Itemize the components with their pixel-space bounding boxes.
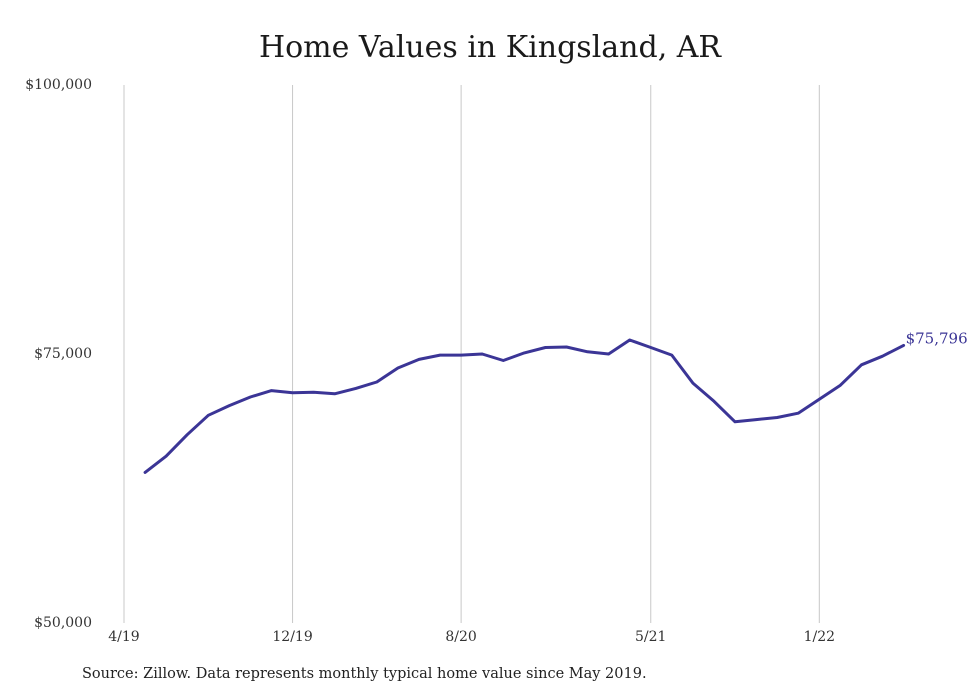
data-point (733, 420, 737, 423)
x-tick-label: 4/19 (108, 629, 139, 645)
data-point (839, 384, 842, 387)
data-point (775, 416, 779, 419)
data-point (502, 359, 505, 362)
data-point (249, 395, 252, 399)
data-point (860, 363, 863, 366)
data-point (797, 411, 800, 415)
data-point (354, 387, 357, 390)
data-point (186, 433, 189, 436)
data-point (607, 352, 610, 356)
data-point (691, 381, 695, 385)
x-tick-label: 1/22 (804, 629, 835, 645)
data-point (375, 380, 379, 384)
data-point (902, 344, 905, 347)
x-tick-label: 5/21 (635, 629, 666, 645)
data-point (881, 354, 884, 358)
data-point (818, 397, 821, 401)
x-tick-label: 8/20 (445, 629, 476, 645)
data-point (207, 414, 210, 417)
data-point (586, 350, 589, 354)
x-axis: 4/19 12/19 8/20 5/21 1/22 (108, 629, 835, 645)
data-point (754, 418, 758, 421)
data-point (649, 346, 652, 349)
data-point (164, 455, 168, 458)
end-value-label: $75,796 (906, 329, 968, 347)
x-tick-label: 12/19 (272, 629, 312, 645)
data-point (333, 392, 336, 396)
data-point (480, 352, 484, 356)
data-point (396, 366, 400, 370)
data-point (712, 400, 716, 403)
series-layer: $75,796 (143, 329, 968, 474)
data-point (438, 353, 442, 357)
data-point (143, 471, 147, 474)
data-point (565, 345, 568, 349)
chart-title: Home Values in Kingsland, AR (258, 30, 722, 65)
data-point (628, 338, 631, 342)
y-axis: $100,000 $75,000 $50,000 (25, 77, 92, 631)
data-point (228, 404, 231, 407)
y-tick-label: $50,000 (34, 615, 92, 631)
data-point (523, 351, 526, 355)
source-note: Source: Zillow. Data represents monthly … (82, 666, 647, 682)
data-point (670, 353, 674, 357)
data-point (459, 353, 463, 357)
data-point (312, 390, 315, 394)
y-tick-label: $75,000 (34, 346, 92, 362)
data-point (417, 358, 421, 361)
y-tick-label: $100,000 (25, 77, 92, 93)
series-line (143, 338, 906, 474)
data-point (544, 346, 547, 349)
data-point (270, 389, 273, 392)
data-point (291, 391, 294, 394)
